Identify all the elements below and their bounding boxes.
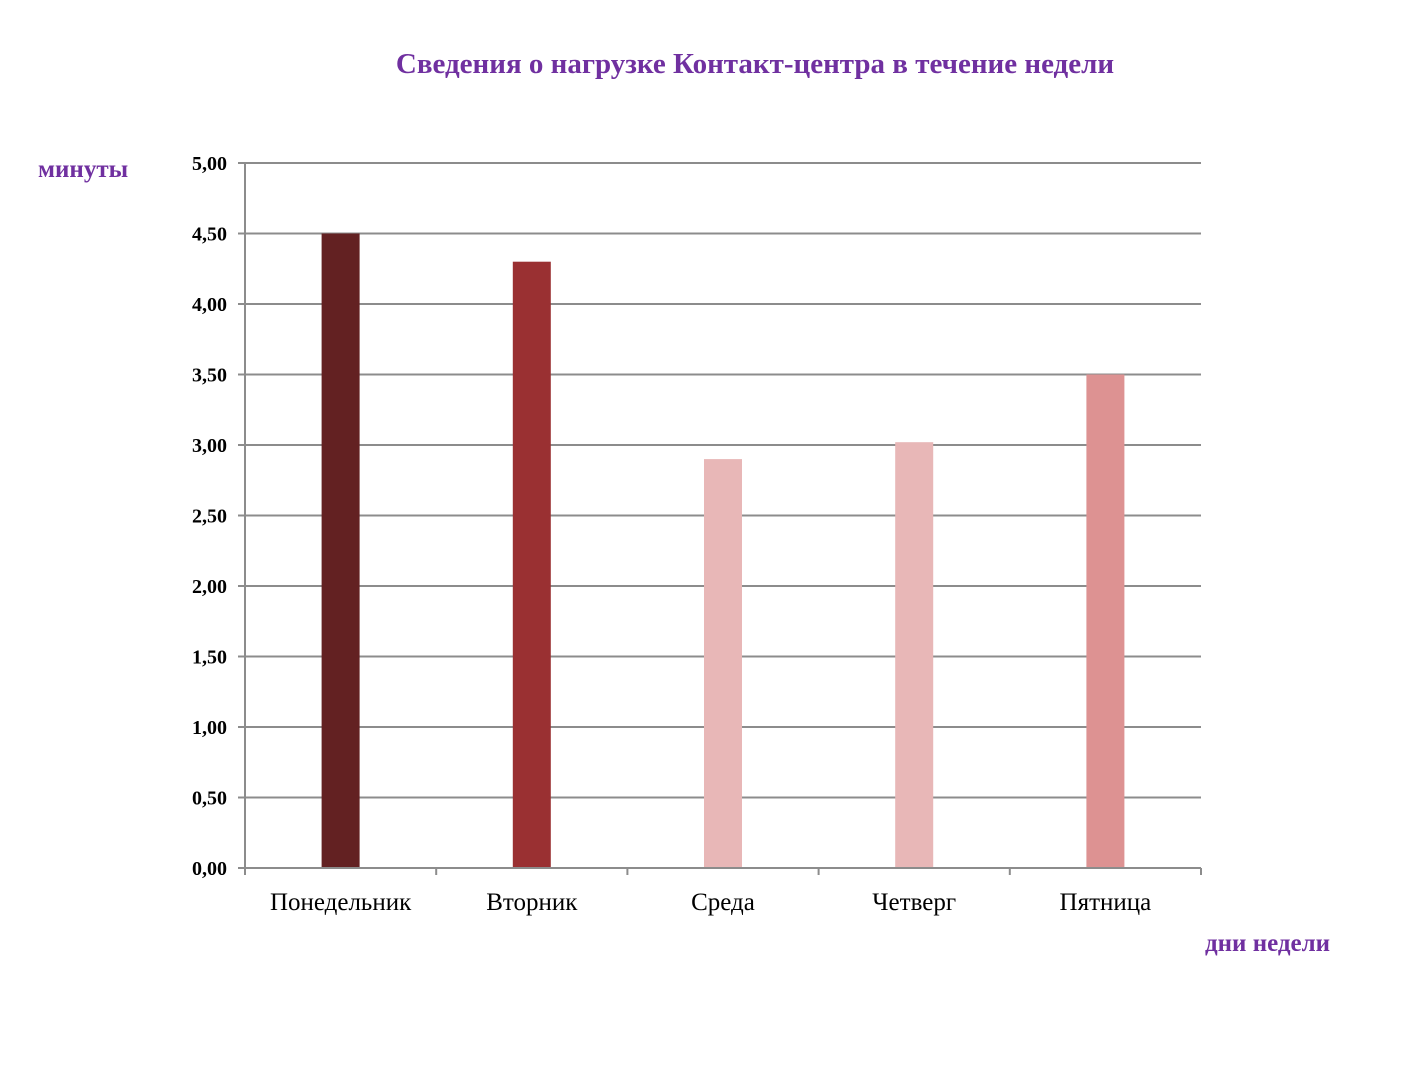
bar xyxy=(895,442,934,868)
axes xyxy=(244,163,1202,875)
y-tick-label: 3,50 xyxy=(192,365,227,387)
x-tick-labels: Понедельник Вторник Среда Четверг Пятница xyxy=(270,889,1151,916)
y-axis-label: минуты xyxy=(38,156,129,183)
bar xyxy=(321,233,360,868)
x-tick-label: Понедельник xyxy=(270,889,412,916)
y-tick-label: 1,00 xyxy=(192,717,227,739)
x-tick-label: Четверг xyxy=(872,889,956,916)
y-tick-label: 4,00 xyxy=(192,294,227,316)
y-tick-label: 3,00 xyxy=(192,435,227,457)
y-tick-label: 0,50 xyxy=(192,788,227,810)
chart-title: Сведения о нагрузке Контакт-центра в теч… xyxy=(395,48,1115,80)
bar xyxy=(1086,374,1125,868)
bar xyxy=(512,261,551,868)
y-tick-labels: 0,00 0,50 1,00 1,50 2,00 2,50 3,00 3,50 4,00 4,50… xyxy=(192,153,227,880)
y-tick-label: 2,50 xyxy=(192,506,227,528)
bar xyxy=(704,459,742,868)
x-tick-label: Среда xyxy=(691,889,755,916)
y-tick-label: 4,50 xyxy=(192,224,227,246)
bars xyxy=(321,233,1125,868)
x-axis-label: дни недели xyxy=(1205,930,1331,957)
x-tick-label: Вторник xyxy=(486,889,578,916)
y-tick-label: 5,00 xyxy=(192,153,227,175)
x-tick-label: Пятница xyxy=(1060,889,1152,916)
y-tick-label: 1,50 xyxy=(192,647,227,669)
y-tick-label: 2,00 xyxy=(192,576,227,598)
y-tick-label: 0,00 xyxy=(192,858,227,880)
